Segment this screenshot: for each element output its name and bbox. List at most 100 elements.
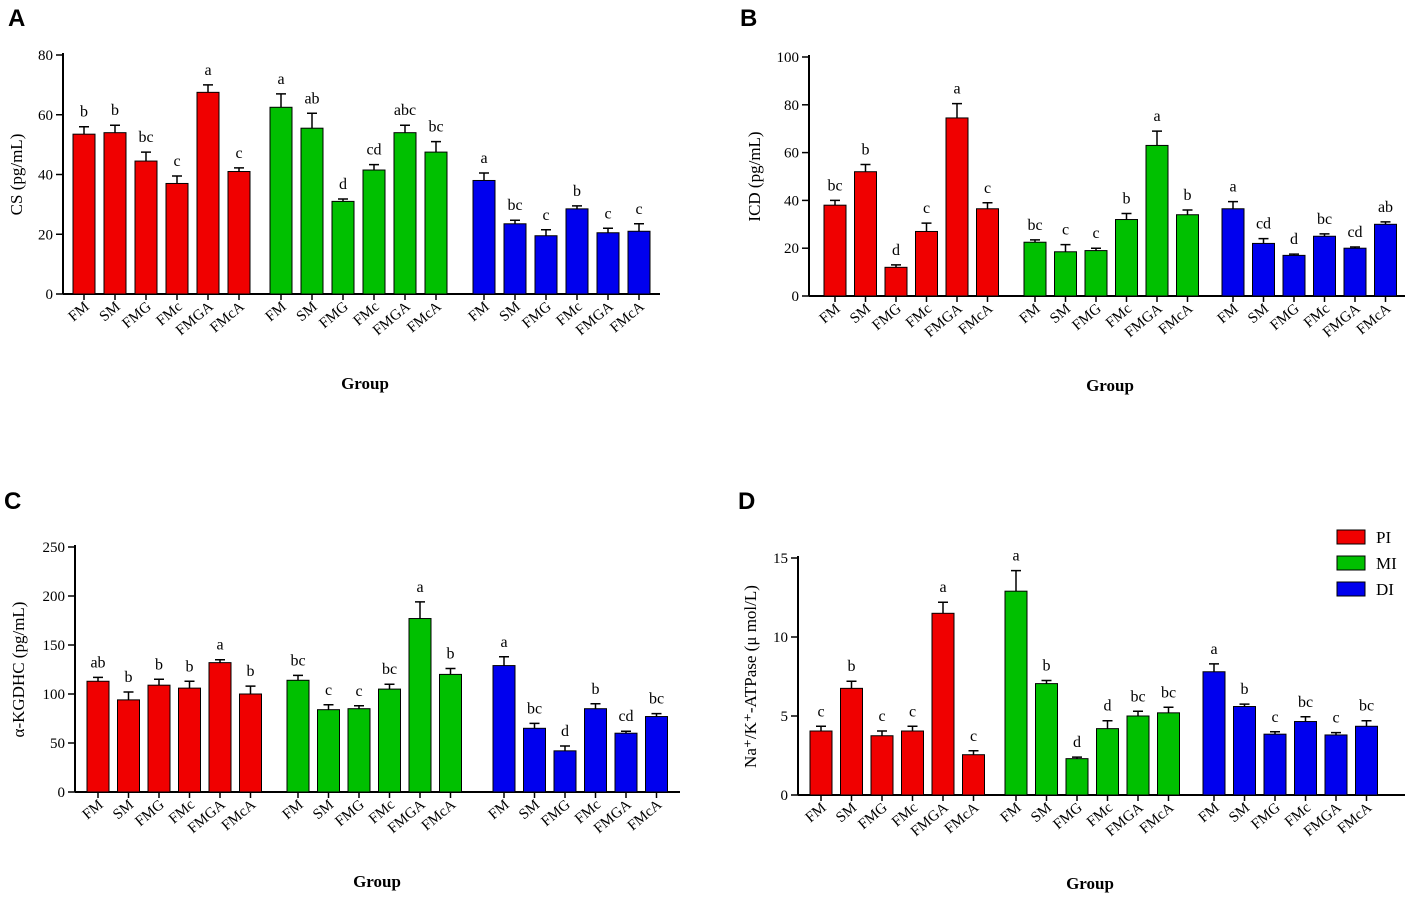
bar-mi-fmc — [1115, 219, 1138, 297]
y-tick-label: 0 — [781, 788, 789, 804]
significance-label: bc — [428, 119, 443, 136]
error-bar — [982, 202, 993, 209]
category-label: FMcA — [207, 299, 247, 337]
legend: PI MI DI — [1336, 528, 1397, 599]
error-bar — [1228, 200, 1238, 209]
y-tick-label: 150 — [43, 638, 66, 654]
category-label: FMcA — [956, 301, 996, 339]
significance-label: b — [1184, 187, 1192, 204]
error-bar — [445, 667, 456, 675]
significance-label: c — [909, 703, 916, 720]
y-axis-title: ICD (pg/mL) — [745, 131, 764, 221]
error-bar — [1350, 246, 1360, 249]
category-label: FM — [466, 299, 493, 325]
y-tick-label: 50 — [50, 736, 65, 752]
significance-label: a — [1012, 548, 1019, 565]
error-bar — [891, 264, 901, 268]
error-bar — [93, 676, 103, 682]
category-label: FMG — [316, 299, 351, 332]
error-bar — [400, 124, 410, 133]
significance-label: d — [1104, 698, 1112, 715]
error-bar — [510, 219, 520, 224]
bar-di-fm — [1202, 671, 1226, 796]
significance-label: bc — [138, 129, 153, 146]
legend-label-di: DI — [1376, 580, 1394, 599]
bar-di-fmc — [1313, 235, 1336, 297]
category-label: FM — [280, 797, 307, 823]
significance-label: bc — [649, 691, 664, 708]
bar-mi-sm — [1054, 251, 1077, 297]
significance-label: b — [155, 656, 163, 673]
error-bar — [968, 750, 979, 755]
bar-di-sm — [503, 223, 527, 295]
significance-label: a — [1210, 641, 1217, 658]
bar-di-fmga — [614, 732, 638, 793]
error-bar — [1030, 239, 1040, 243]
y-tick-label: 100 — [43, 687, 66, 703]
category-label: FMG — [1267, 301, 1302, 334]
error-bar — [499, 656, 509, 666]
legend-label-pi: PI — [1376, 528, 1391, 547]
legend-swatch-pi — [1336, 529, 1366, 545]
error-bar — [634, 223, 644, 232]
error-bar — [154, 678, 164, 686]
bar-mi-fmca — [439, 673, 462, 793]
y-tick-label: 10 — [773, 630, 788, 646]
bar-mi-fm — [1004, 590, 1028, 796]
y-axis-title: α-KGDHC (pg/mL) — [9, 602, 28, 738]
bar-di-fmc — [1294, 721, 1317, 796]
bar-di-fmca — [1355, 725, 1378, 796]
bar-di-fmga — [1343, 247, 1367, 297]
y-tick-label: 20 — [38, 227, 53, 243]
category-label: FMcA — [1156, 301, 1196, 339]
bar-di-fmga — [1324, 734, 1348, 796]
category-label: FMG — [855, 800, 890, 833]
error-bar — [816, 725, 826, 732]
significance-label: b — [1123, 191, 1131, 208]
error-bar — [1289, 253, 1299, 256]
bar-pi-fmg — [147, 684, 171, 793]
bar-pi-fmc — [165, 182, 189, 295]
significance-label: bc — [1298, 694, 1313, 711]
bar-pi-fm — [809, 730, 833, 796]
y-tick-label: 0 — [46, 287, 54, 303]
error-bar — [877, 730, 887, 736]
category-label: FM — [486, 797, 513, 823]
category-label: FMG — [519, 299, 554, 332]
error-bar — [384, 683, 395, 690]
significance-label: b — [1043, 657, 1051, 674]
bar-mi-fm — [1023, 241, 1047, 297]
x-axis-title: Group — [1086, 376, 1134, 395]
error-bar — [572, 205, 582, 209]
error-bar — [529, 722, 540, 729]
error-bar — [184, 680, 195, 689]
significance-label: a — [216, 637, 223, 654]
bar-di-fmga — [596, 232, 620, 295]
panel-letter: C — [4, 488, 21, 515]
significance-label: bc — [527, 700, 542, 717]
category-label: FMG — [132, 797, 167, 830]
significance-label: abc — [394, 102, 416, 119]
error-bar — [907, 725, 918, 732]
bar-di-fmc — [584, 708, 607, 793]
y-axis-title: CS (pg/mL) — [7, 134, 26, 216]
error-bar — [1380, 221, 1391, 225]
bar-pi-fmga — [196, 91, 220, 295]
significance-label: b — [125, 669, 133, 686]
legend-label-mi: MI — [1376, 554, 1397, 573]
error-bar — [860, 163, 871, 172]
bar-mi-fmg — [1065, 758, 1089, 796]
category-label: FMcA — [1335, 800, 1375, 838]
significance-label: ab — [90, 654, 105, 671]
error-bar — [215, 658, 225, 663]
significance-label: b — [186, 658, 194, 675]
y-tick-label: 15 — [773, 551, 788, 567]
bar-di-fm — [472, 179, 496, 295]
bar-pi-fmc — [901, 730, 924, 796]
category-label: FMG — [1069, 301, 1104, 334]
error-bar — [1133, 710, 1143, 716]
error-bar — [1182, 209, 1193, 215]
